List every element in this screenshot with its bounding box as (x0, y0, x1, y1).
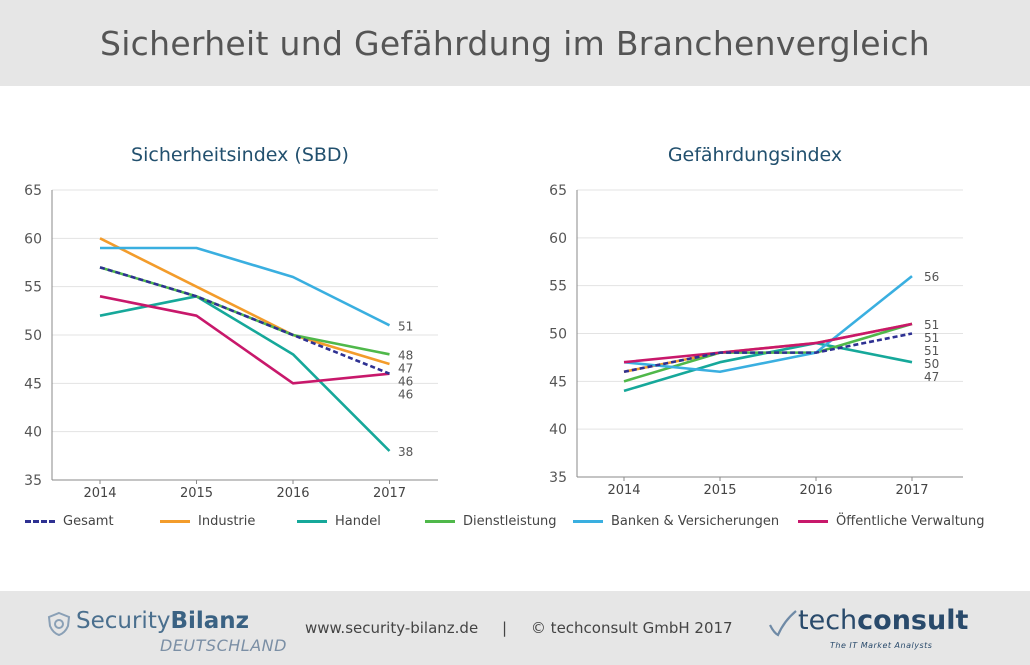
legend-label: Banken & Versicherungen (611, 514, 780, 529)
legend-swatch (25, 520, 55, 523)
end-value-label: 47 (924, 370, 939, 384)
y-tick-label: 40 (24, 425, 42, 441)
y-tick-label: 35 (24, 473, 42, 489)
shield-icon (47, 611, 71, 637)
legend-item: Gesamt (25, 514, 114, 529)
y-tick-label: 50 (549, 327, 567, 343)
end-value-label: 48 (398, 348, 413, 362)
y-tick-label: 65 (24, 183, 42, 199)
legend-label: Handel (335, 514, 381, 529)
y-tick-label: 55 (549, 279, 567, 295)
legend-item: Industrie (160, 514, 255, 529)
legend-swatch (573, 520, 603, 523)
header-bar: Sicherheit und Gefährdung im Branchenver… (0, 0, 1030, 86)
y-tick-label: 65 (549, 183, 567, 199)
legend-item: Öffentliche Verwaltung (798, 514, 985, 529)
legend-label: Öffentliche Verwaltung (836, 514, 985, 529)
series-line-gesamt (623, 332, 913, 374)
end-value-label: 38 (398, 445, 413, 459)
legend-label: Industrie (198, 514, 256, 529)
logo-bilanz-word: Bilanz (170, 608, 250, 634)
x-tick-label: 2017 (373, 486, 406, 501)
logo-techconsult-text: techconsult (798, 605, 968, 636)
series-line-banken-versicherungen (623, 275, 913, 374)
legend-swatch (160, 520, 190, 523)
legend-item: Dienstleistung (425, 514, 557, 529)
legend-label: Gesamt (63, 514, 114, 529)
logo-tech-word: tech (798, 605, 858, 636)
end-value-label: 50 (924, 357, 939, 371)
logo-security-text: SecurityBilanz (76, 608, 249, 634)
checkmark-icon (769, 610, 797, 637)
logo-deutschland-text: DEUTSCHLAND (160, 636, 287, 655)
legend-item: Banken & Versicherungen (573, 514, 779, 529)
x-tick-label: 2015 (180, 486, 213, 501)
x-tick-label: 2014 (607, 483, 640, 498)
logo-tagline: The IT Market Analysts (830, 641, 933, 650)
legend-swatch (425, 520, 455, 523)
footer-bar: SecurityBilanz DEUTSCHLAND www.security-… (0, 591, 1030, 665)
legend-swatch (297, 520, 327, 523)
x-tick-label: 2014 (83, 486, 116, 501)
legend-swatch (798, 520, 828, 523)
series-line-öffentliche-verwaltung (623, 322, 913, 364)
end-value-label: 46 (398, 387, 413, 401)
series-line-banken-versicherungen (100, 246, 391, 327)
series-line-öffentliche-verwaltung (99, 295, 390, 385)
chart-title-gefaehrdungsindex: Gefährdungsindex (667, 144, 843, 166)
x-tick-label: 2016 (276, 486, 309, 501)
y-tick-label: 55 (24, 280, 42, 296)
legend: Gesamt Industrie Handel Dienstleistung Banke… (25, 514, 1025, 534)
techconsult-logo: techconsult The IT Market Analysts (768, 605, 978, 655)
y-tick-label: 60 (549, 231, 567, 247)
logo-security-word: Security (76, 608, 171, 634)
y-tick-label: 45 (549, 374, 567, 390)
y-tick-label: 45 (24, 376, 42, 392)
page-title: Sicherheit und Gefährdung im Branchenver… (99, 23, 931, 63)
x-tick-label: 2017 (895, 483, 928, 498)
footer-text: www.security-bilanz.de | © techconsult G… (305, 619, 733, 637)
end-value-label: 51 (924, 344, 939, 358)
series-line-handel (99, 295, 391, 452)
chart-title-sicherheitsindex: Sicherheitsindex (SBD) (131, 144, 349, 166)
x-tick-label: 2015 (703, 483, 736, 498)
end-value-label: 47 (398, 361, 413, 375)
y-tick-label: 40 (549, 422, 567, 438)
end-value-label: 51 (924, 318, 939, 332)
end-value-label: 51 (924, 331, 939, 345)
y-tick-label: 35 (549, 470, 567, 486)
x-tick-label: 2016 (799, 483, 832, 498)
end-value-label: 51 (398, 319, 413, 333)
end-value-label: 46 (398, 374, 413, 388)
legend-label: Dienstleistung (463, 514, 557, 529)
security-bilanz-logo: SecurityBilanz DEUTSCHLAND (46, 606, 286, 656)
legend-item: Handel (297, 514, 381, 529)
y-tick-label: 50 (24, 328, 42, 344)
y-tick-label: 60 (24, 231, 42, 247)
logo-consult-word: consult (857, 605, 969, 636)
series-line-industrie (99, 237, 390, 366)
end-value-label: 56 (924, 270, 939, 284)
series-line-gesamt (99, 266, 390, 375)
